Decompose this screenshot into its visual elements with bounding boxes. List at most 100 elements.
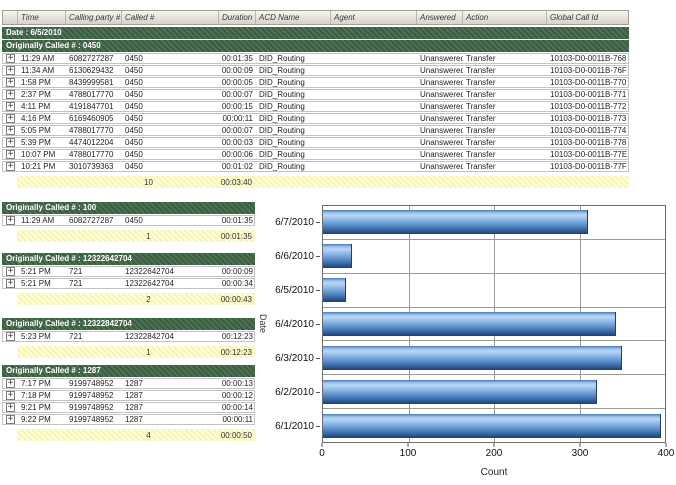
cell-called: 12322642704: [125, 267, 174, 276]
cell-duration: 00:12:23: [221, 332, 253, 341]
expand-row-button[interactable]: +: [6, 137, 15, 147]
expand-row-button[interactable]: +: [6, 215, 15, 225]
call-group-table: Originally Called # : 12322842704 + 5:23…: [2, 318, 255, 358]
table-row: + 10:21 PM 3010739363 0450 00:01:02 DID_…: [2, 161, 629, 172]
column-header-time[interactable]: Time: [18, 11, 66, 24]
expand-row-button[interactable]: +: [6, 390, 15, 400]
cell-calling-party: 9199748952: [69, 391, 114, 400]
chart-bar[interactable]: [323, 345, 623, 370]
expand-row-button[interactable]: +: [6, 89, 15, 99]
expand-row-button[interactable]: +: [6, 101, 15, 111]
table-row: + 7:18 PM 9199748952 1287 00:00:12: [2, 390, 255, 401]
cell-acd-name: DID_Routing: [259, 66, 305, 75]
cell-global-call-id: 10103-D0-0011B-778: [550, 138, 627, 147]
table-row: + 9:22 PM 9199748952 1287 00:00:11: [2, 414, 255, 425]
x-axis-tick: [493, 443, 495, 447]
cell-answered: Unanswered: [420, 150, 463, 159]
column-header-called[interactable]: Called #: [122, 11, 219, 24]
table-row: + 11:29 AM 6082727287 0450 00:01:35: [2, 215, 255, 226]
cell-calling-party: 721: [69, 279, 83, 288]
cell-global-call-id: 10103-D0-0011B-772: [550, 102, 627, 111]
cell-time: 9:21 PM: [21, 403, 51, 412]
column-header-acd-name[interactable]: ACD Name: [256, 11, 331, 24]
expand-row-button[interactable]: +: [6, 266, 15, 276]
cell-action: Transfer: [466, 66, 496, 75]
y-axis-tick-label: 6/1/2010: [262, 409, 320, 443]
chart-bar-row: [323, 409, 665, 442]
expand-row-button[interactable]: +: [6, 414, 15, 424]
cell-action: Transfer: [466, 162, 496, 171]
cell-time: 5:23 PM: [21, 332, 51, 341]
expand-row-button[interactable]: +: [6, 125, 15, 135]
cell-time: 5:21 PM: [21, 279, 51, 288]
expand-row-button[interactable]: +: [6, 77, 15, 87]
originally-called-band: Originally Called # : 100: [2, 202, 255, 214]
expand-row-button[interactable]: +: [6, 331, 15, 341]
cell-calling-party: 721: [69, 332, 83, 341]
call-group-table: Originally Called # : 12322642704 + 5:21…: [2, 253, 255, 305]
table-row: + 2:37 PM 4788017770 0450 00:00:07 DID_R…: [2, 89, 629, 100]
chart-bar[interactable]: [323, 379, 597, 404]
expand-row-button[interactable]: +: [6, 65, 15, 75]
cell-duration: 00:00:15: [221, 102, 253, 111]
summary-call-count: 2: [146, 294, 151, 304]
cell-calling-party: 6130629432: [69, 66, 114, 75]
cell-calling-party: 4788017770: [69, 126, 114, 135]
x-axis-tick: [321, 443, 323, 447]
table-row: + 5:23 PM 721 12322842704 00:12:23: [2, 331, 255, 342]
cell-duration: 00:01:35: [221, 216, 253, 225]
cell-duration: 00:00:06: [221, 150, 253, 159]
x-axis-title: Count: [480, 467, 508, 478]
originally-called-band: Originally Called # : 12322642704: [2, 253, 255, 265]
cell-calling-party: 9199748952: [69, 415, 114, 424]
cell-answered: Unanswered: [420, 162, 463, 171]
cell-calling-party: 3010739363: [69, 162, 114, 171]
cell-calling-party: 4191847701: [69, 102, 114, 111]
cell-duration: 00:00:07: [221, 126, 253, 135]
column-header-action[interactable]: Action: [463, 11, 547, 24]
y-axis-tick-label: 6/4/2010: [262, 307, 320, 341]
chart-bar[interactable]: [323, 312, 616, 336]
chart-x-labels: 0 100 200 300 400: [319, 443, 674, 463]
cell-called: 0450: [125, 162, 143, 171]
cell-calling-party: 4788017770: [69, 90, 114, 99]
cell-calling-party: 4788017770: [69, 150, 114, 159]
expand-row-button[interactable]: +: [6, 53, 15, 63]
chart-bar[interactable]: [323, 244, 353, 269]
summary-total-duration: 00:03:40: [220, 177, 252, 187]
column-header-agent[interactable]: Agent: [331, 11, 417, 24]
expand-row-button[interactable]: +: [6, 161, 15, 171]
expand-row-button[interactable]: +: [6, 402, 15, 412]
column-header-answered[interactable]: Answered: [417, 11, 463, 24]
y-axis-title: Date: [258, 314, 268, 334]
cell-time: 11:29 AM: [21, 54, 55, 63]
cell-answered: Unanswered: [420, 90, 463, 99]
cell-called: 1287: [125, 415, 143, 424]
chart-bar[interactable]: [323, 210, 589, 235]
cell-duration: 00:00:09: [221, 267, 253, 276]
cell-action: Transfer: [466, 54, 496, 63]
expand-row-button[interactable]: +: [6, 113, 15, 123]
cell-global-call-id: 10103-D0-0011B-768: [550, 54, 627, 63]
table-row: + 5:05 PM 4788017770 0450 00:00:07 DID_R…: [2, 125, 629, 136]
table-row: + 1:58 PM 8439999581 0450 00:00:05 DID_R…: [2, 77, 629, 88]
expand-row-button[interactable]: +: [6, 378, 15, 388]
column-header-duration[interactable]: Duration: [219, 11, 256, 24]
cell-duration: 00:00:09: [221, 66, 253, 75]
column-header-global-call-id[interactable]: Global Call Id: [550, 13, 599, 22]
expand-row-button[interactable]: +: [6, 278, 15, 288]
column-header-calling-party[interactable]: Calling party #: [66, 11, 122, 24]
cell-calling-party: 6082727287: [69, 54, 114, 63]
chart-bar[interactable]: [323, 278, 347, 303]
expand-row-button[interactable]: +: [6, 149, 15, 159]
call-group-table: Originally Called # : 100 + 11:29 AM 608…: [2, 202, 255, 242]
cell-answered: Unanswered: [420, 66, 463, 75]
chart-bar-row: [323, 206, 665, 240]
cell-time: 5:39 PM: [21, 138, 51, 147]
cell-answered: Unanswered: [420, 114, 463, 123]
chart-bar[interactable]: [323, 413, 661, 438]
group-summary-row: 2 00:00:43: [17, 293, 255, 305]
cell-time: 5:05 PM: [21, 126, 51, 135]
cell-called: 0450: [125, 102, 143, 111]
y-axis-tick-label: 6/5/2010: [262, 273, 320, 307]
